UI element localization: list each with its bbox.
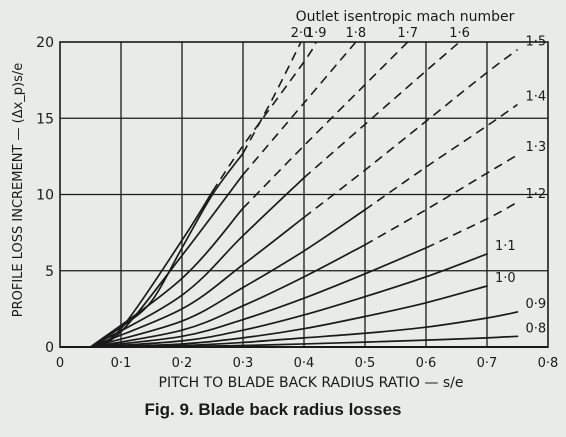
- series-label: 0·9: [526, 297, 547, 312]
- x-tick-label: 0·7: [477, 356, 498, 371]
- x-tick-label: 0: [56, 356, 64, 371]
- series-line-dashed: [364, 154, 518, 246]
- series-label: 1·1: [495, 239, 516, 254]
- series-line-solid: [89, 208, 366, 348]
- top-axis-title: Outlet isentropic mach number: [296, 9, 515, 25]
- x-tick-label: 0·3: [233, 356, 254, 371]
- x-tick-label: 0·6: [416, 356, 437, 371]
- series-label: 1·5: [526, 35, 547, 50]
- y-tick-label: 10: [36, 188, 54, 204]
- y-tick-label: 15: [36, 111, 54, 127]
- x-tick-label: 0·5: [355, 356, 376, 371]
- series-line-solid: [89, 285, 488, 348]
- x-tick-label: 0·1: [111, 356, 132, 371]
- series-label: 0·8: [526, 321, 547, 336]
- y-tick-label: 5: [45, 264, 54, 280]
- series-label: 1·3: [526, 140, 547, 155]
- axes-layer: [59, 41, 549, 348]
- series-line-dashed: [425, 201, 518, 249]
- figure-caption: Fig. 9. Blade back radius losses: [144, 400, 402, 419]
- series-line-solid: [89, 247, 427, 348]
- labels-layer: 0 0·1 0·2 0·3 0·4 0·5 0·6 0·7 0·8 0 5 10 15 20 0·8 0·9 1…: [36, 26, 558, 371]
- series-label: 1·8: [346, 26, 367, 41]
- series-line-dashed: [303, 48, 518, 219]
- series-line-dashed: [242, 41, 409, 209]
- x-axis-title: PITCH TO BLADE BACK RADIUS RATIO — s/e: [159, 375, 464, 391]
- series-line-dashed: [211, 41, 317, 192]
- series-label: 1·9: [306, 26, 327, 41]
- series-line-dashed: [303, 41, 461, 179]
- series-line-dashed: [242, 41, 302, 154]
- series-line-dashed: [242, 41, 357, 176]
- y-tick-label: 20: [36, 35, 54, 51]
- series-label: 1·4: [526, 90, 547, 105]
- series-label: 2·0: [291, 26, 312, 41]
- series-label: 1·2: [526, 187, 547, 202]
- y-tick-label: 0: [45, 340, 54, 356]
- x-tick-label: 0·2: [172, 356, 193, 371]
- series-line-solid: [89, 207, 244, 348]
- series-line-solid: [89, 216, 305, 348]
- y-axis-title: PROFILE LOSS INCREMENT — (Δx_p)s/e: [11, 63, 26, 318]
- series-line-solid: [89, 152, 244, 348]
- series-line-solid: [89, 253, 488, 348]
- series-line-dashed: [364, 103, 518, 211]
- series-line-solid: [89, 176, 305, 348]
- series-label: 1·6: [449, 26, 470, 41]
- series-line-solid: [89, 190, 214, 348]
- series-line-solid: [89, 243, 366, 348]
- x-tick-label: 0·8: [538, 356, 559, 371]
- grid-layer: [60, 42, 548, 347]
- series-label: 1·7: [397, 26, 418, 41]
- series-label: 1·0: [495, 271, 516, 286]
- series-line-solid: [89, 311, 519, 348]
- series-line-solid: [89, 173, 244, 348]
- x-tick-label: 0·4: [294, 356, 315, 371]
